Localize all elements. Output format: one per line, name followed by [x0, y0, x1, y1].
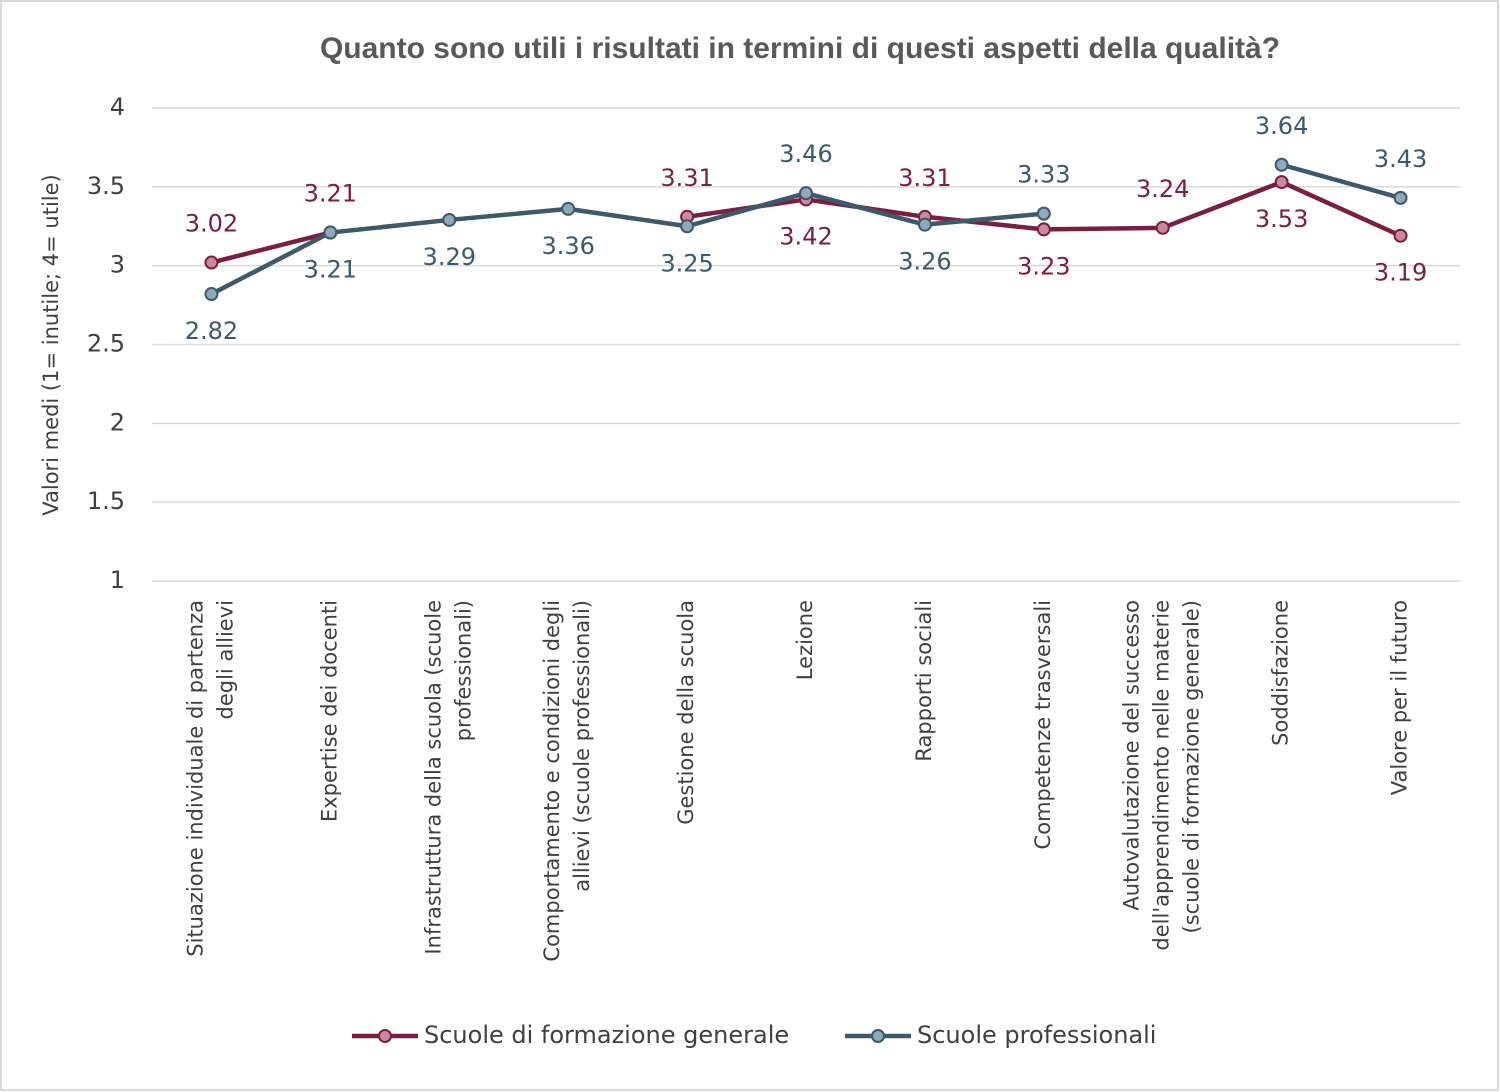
point: [323, 225, 338, 240]
point: [917, 217, 932, 232]
series-line: [210, 162, 1402, 297]
x-tick-label-group: Gestione della scuola: [674, 600, 698, 825]
value-label: 3.25: [660, 249, 713, 277]
x-tick-label-line: Autovalutazione del successo: [1120, 600, 1144, 911]
point: [1393, 228, 1408, 243]
y-tick-label: 2.5: [87, 330, 125, 358]
x-tick-label: Rapporti sociali: [912, 600, 936, 762]
x-tick-label-group: Expertise dei docenti: [317, 600, 341, 822]
y-tick-label: 2: [110, 408, 125, 436]
x-tick-label-group: Lezione: [793, 600, 817, 680]
x-tick-label-line: Valore per il futuro: [1388, 600, 1412, 795]
legend-label: Scuole di formazione generale: [424, 1021, 789, 1049]
point: [561, 201, 576, 216]
y-tick-label: 4: [110, 93, 125, 121]
x-tick-label-line: Lezione: [793, 600, 817, 680]
legend-marker: [378, 1029, 392, 1043]
value-label: 3.26: [898, 248, 951, 276]
value-label: 3.02: [185, 210, 238, 238]
x-tick-label: Expertise dei docenti: [317, 600, 341, 822]
value-label: 3.53: [1255, 205, 1308, 233]
value-label: 3.64: [1255, 112, 1308, 140]
value-label: 3.23: [1017, 252, 1070, 280]
x-tick-label: Valore per il futuro: [1388, 600, 1412, 795]
x-tick-label: Infrastruttura della scuola (scuole profe…: [421, 600, 475, 955]
y-tick-label: 3.5: [87, 172, 125, 200]
x-tick-label-line: professionali): [451, 600, 475, 741]
x-tick-label-line: Gestione della scuola: [674, 600, 698, 825]
x-tick-label-line: allievi (scuole professionali): [570, 600, 594, 892]
value-label: 3.33: [1017, 161, 1070, 189]
x-tick-label-group: Rapporti sociali: [912, 600, 936, 762]
legend-label: Scuole professionali: [917, 1021, 1156, 1049]
x-tick-label-line: Expertise dei docenti: [317, 600, 341, 822]
value-label: 3.43: [1374, 145, 1427, 173]
value-label: 3.19: [1374, 259, 1427, 287]
point: [1274, 175, 1289, 190]
value-label: 3.29: [423, 243, 476, 271]
point: [1036, 222, 1051, 237]
point: [1155, 220, 1170, 235]
x-tick-label-line: (scuole di formazione generale): [1180, 600, 1204, 933]
value-label: 2.82: [185, 317, 238, 345]
value-label: 3.24: [1136, 175, 1189, 203]
y-tick-label: 1.5: [87, 487, 125, 515]
point: [204, 255, 219, 270]
x-tick-label-group: Autovalutazione del successo dell'apprend…: [1120, 600, 1204, 951]
y-axis-title: Valori medi (1= inutile; 4= utile): [39, 174, 63, 515]
x-tick-label-line: Soddisfazione: [1269, 600, 1293, 746]
x-tick-label-line: Rapporti sociali: [912, 600, 936, 762]
x-tick-label-line: Competenze trasversali: [1031, 600, 1055, 849]
value-label: 3.46: [779, 140, 832, 168]
x-tick-label-group: Infrastruttura della scuola (scuole profe…: [421, 600, 475, 955]
legend-marker: [871, 1029, 885, 1043]
chart-title: Quanto sono utili i risultati in termini…: [320, 32, 1280, 65]
x-tick-label-group: Competenze trasversali: [1031, 600, 1055, 849]
x-tick-label-group: Valore per il futuro: [1388, 600, 1412, 795]
x-tick-label: Gestione della scuola: [674, 600, 698, 825]
x-tick-label-line: Situazione individuale di partenza: [183, 600, 207, 957]
y-tick-label: 3: [110, 251, 125, 279]
x-tick-label: Autovalutazione del successo dell'apprend…: [1120, 600, 1204, 951]
x-tick-label-group: Situazione individuale di partenza degli …: [183, 600, 237, 957]
x-tick-label: Situazione individuale di partenza degli …: [183, 600, 237, 957]
value-label: 3.36: [541, 232, 594, 260]
x-tick-label: Comportamento e condizioni degli allievi …: [540, 600, 594, 962]
point: [1036, 206, 1051, 221]
x-tick-label-group: Soddisfazione: [1269, 600, 1293, 746]
x-tick-label-line: degli allievi: [213, 600, 237, 719]
point: [680, 219, 695, 234]
point: [442, 212, 457, 227]
x-tick-label: Lezione: [793, 600, 817, 680]
point: [799, 186, 813, 201]
x-tick-label: Competenze trasversali: [1031, 600, 1055, 849]
value-label: 3.42: [779, 222, 832, 250]
point: [1393, 190, 1408, 205]
x-tick-label-line: Infrastruttura della scuola (scuole: [421, 600, 445, 955]
x-tick-label: Soddisfazione: [1269, 600, 1293, 746]
value-label: 3.21: [304, 256, 357, 284]
value-label: 3.21: [304, 180, 357, 208]
y-tick-label: 1: [110, 566, 125, 594]
x-tick-label-line: Comportamento e condizioni degli: [540, 600, 564, 962]
point: [1274, 157, 1289, 172]
x-tick-label-group: Comportamento e condizioni degli allievi …: [540, 600, 594, 962]
value-label: 3.31: [660, 164, 713, 192]
x-tick-label-line: dell'apprendimento nelle materie: [1150, 600, 1174, 951]
value-label: 3.31: [898, 164, 951, 192]
point: [204, 287, 219, 302]
